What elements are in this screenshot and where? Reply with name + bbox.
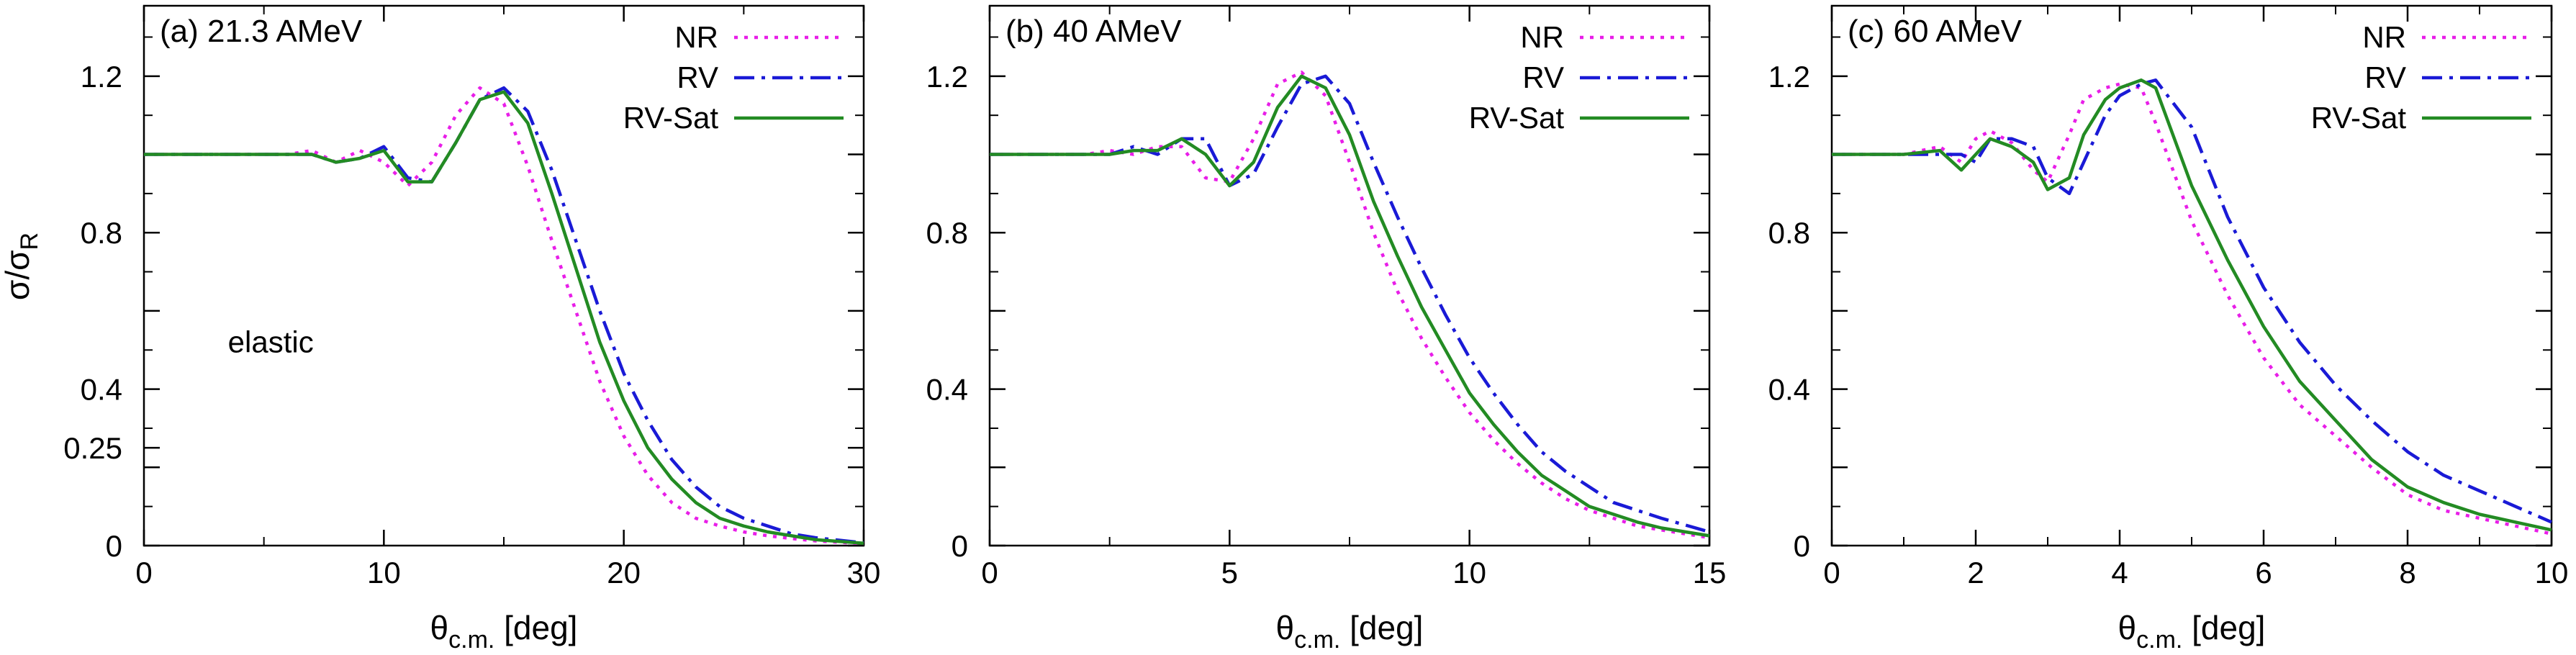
x-axis-title-sub: c.m. — [2136, 626, 2182, 654]
y-tick-label: 0.4 — [1768, 373, 1810, 407]
x-axis-title-main: θ — [2118, 609, 2137, 646]
panel-title: (b) 40 AMeV — [1005, 14, 1182, 49]
x-tick-label: 0 — [1823, 556, 1840, 590]
panel-a: 0 10 20 30 0 0.25 0.4 0.8 1.2 (a) 21.3 AMeV elasti… — [63, 4, 881, 654]
y-tick-label: 0 — [106, 529, 122, 563]
x-tick-label: 8 — [2399, 556, 2415, 590]
panel-c: 0 2 4 6 8 10 0 0.4 0.8 1.2 (c) 60 AMeV NR RV RV-Sat θc… — [1768, 4, 2569, 654]
y-axis-title-main: σ/σ — [0, 250, 36, 301]
x-axis-title-sub: c.m. — [448, 626, 494, 654]
series-line-rv — [1832, 78, 2552, 524]
y-axis-title: σ/σR — [0, 232, 43, 300]
x-tick-label: 0 — [135, 556, 152, 590]
plot-frame — [1830, 4, 2553, 547]
legend-label: RV — [2364, 60, 2406, 94]
legend-label: RV-Sat — [1469, 101, 1565, 135]
y-tick-label: 0.25 — [63, 431, 122, 465]
y-tick-label: 0.4 — [81, 373, 122, 407]
legend-label: NR — [674, 20, 718, 54]
series-line-rv — [990, 74, 1710, 534]
panel-b: 0 5 10 15 0 0.4 0.8 1.2 (b) 40 AMeV NR RV RV-Sat θc.… — [926, 4, 1727, 654]
y-tick-label: 0.4 — [926, 373, 968, 407]
series-line-rv-sat — [144, 90, 864, 545]
x-axis-title-unit: [deg] — [2182, 609, 2265, 646]
y-tick-label: 0.8 — [1768, 216, 1810, 250]
y-axis-title-sub: R — [16, 232, 43, 250]
x-tick-label: 15 — [1693, 556, 1727, 590]
legend-label: RV-Sat — [2311, 101, 2407, 135]
legend-label: NR — [1520, 20, 1564, 54]
x-axis-title: θc.m. [deg] — [430, 609, 578, 654]
series-line-rv-sat — [1832, 78, 2552, 532]
x-tick-label: 0 — [981, 556, 998, 590]
legend-label: NR — [2362, 20, 2406, 54]
x-tick-label: 5 — [1221, 556, 1238, 590]
y-tick-label: 0 — [1794, 529, 1810, 563]
series-line-nr — [144, 86, 864, 546]
x-tick-label: 6 — [2255, 556, 2272, 590]
x-axis-title-main: θ — [1276, 609, 1295, 646]
y-tick-label: 1.2 — [81, 60, 122, 94]
legend-label: RV — [677, 60, 718, 94]
y-tick-label: 0.8 — [926, 216, 968, 250]
x-axis-title: θc.m. [deg] — [2118, 609, 2266, 654]
y-tick-label: 0.8 — [81, 216, 122, 250]
y-tick-label: 1.2 — [1768, 60, 1810, 94]
y-tick-label: 1.2 — [926, 60, 968, 94]
annotation: elastic — [228, 325, 314, 358]
y-tick-label: 0 — [952, 529, 968, 563]
legend-label: RV — [1522, 60, 1564, 94]
series-line-rv-sat — [990, 74, 1710, 538]
x-tick-label: 2 — [1967, 556, 1984, 590]
x-axis-title-unit: [deg] — [494, 609, 577, 646]
legend-label: RV-Sat — [623, 101, 719, 135]
x-tick-label: 10 — [2535, 556, 2569, 590]
series-line-rv — [144, 86, 864, 545]
x-axis-title-unit: [deg] — [1340, 609, 1423, 646]
x-axis-title-sub: c.m. — [1294, 626, 1340, 654]
x-tick-label: 4 — [2111, 556, 2128, 590]
series-line-nr — [1832, 82, 2552, 536]
x-tick-label: 10 — [367, 556, 401, 590]
x-axis-title: θc.m. [deg] — [1276, 609, 1424, 654]
panel-title: (a) 21.3 AMeV — [160, 14, 363, 49]
series-line-nr — [990, 71, 1710, 540]
x-tick-label: 20 — [607, 556, 641, 590]
x-tick-label: 30 — [847, 556, 881, 590]
plot-frame — [988, 4, 1711, 547]
x-tick-label: 10 — [1452, 556, 1486, 590]
panel-title: (c) 60 AMeV — [1848, 14, 2023, 49]
x-axis-title-main: θ — [430, 609, 449, 646]
